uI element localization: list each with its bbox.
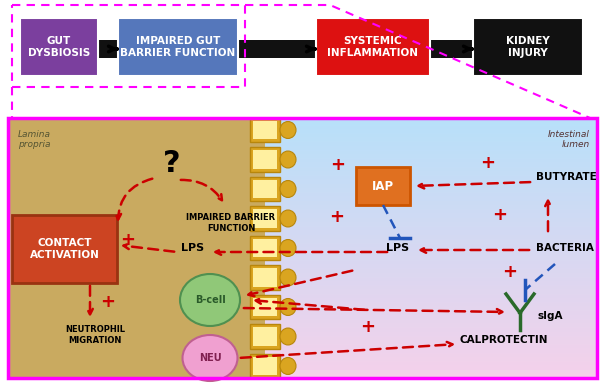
Bar xyxy=(8,118,597,378)
Bar xyxy=(12,215,117,283)
Ellipse shape xyxy=(280,298,296,316)
Bar xyxy=(250,354,280,378)
Bar xyxy=(253,298,277,316)
Text: BUTYRATE: BUTYRATE xyxy=(536,172,597,182)
Bar xyxy=(316,18,430,76)
Ellipse shape xyxy=(280,328,296,345)
Text: CONTACT
ACTIVATION: CONTACT ACTIVATION xyxy=(30,238,99,260)
Text: +: + xyxy=(481,154,496,172)
Text: LPS: LPS xyxy=(387,243,409,253)
Ellipse shape xyxy=(280,121,296,139)
Bar xyxy=(473,18,583,76)
Bar xyxy=(250,177,280,201)
Bar xyxy=(253,210,277,228)
Text: +: + xyxy=(101,293,116,311)
Bar xyxy=(20,18,98,76)
Text: +: + xyxy=(493,206,508,224)
Ellipse shape xyxy=(280,239,296,257)
Ellipse shape xyxy=(180,274,240,326)
Text: IAP: IAP xyxy=(372,180,394,193)
Text: IMPAIRED BARRIER
FUNCTION: IMPAIRED BARRIER FUNCTION xyxy=(186,213,276,233)
Bar xyxy=(238,40,316,58)
Ellipse shape xyxy=(280,210,296,227)
Bar xyxy=(250,206,280,231)
Text: CALPROTECTIN: CALPROTECTIN xyxy=(460,335,549,345)
Bar xyxy=(253,180,277,198)
Text: LPS: LPS xyxy=(182,243,204,253)
Text: Lamina
propria: Lamina propria xyxy=(18,130,51,149)
Text: +: + xyxy=(330,156,346,174)
Text: GUT
DYSBIOSIS: GUT DYSBIOSIS xyxy=(28,36,90,58)
Text: IMPAIRED GUT
BARRIER FUNCTION: IMPAIRED GUT BARRIER FUNCTION xyxy=(121,36,236,58)
Text: NEU: NEU xyxy=(198,353,221,363)
Bar xyxy=(250,236,280,260)
Bar xyxy=(250,118,280,142)
Text: SYSTEMIC
INFLAMMATION: SYSTEMIC INFLAMMATION xyxy=(327,36,418,58)
Bar xyxy=(8,118,265,378)
Text: sIgA: sIgA xyxy=(538,311,563,321)
Bar xyxy=(250,147,280,172)
Text: +: + xyxy=(502,263,517,281)
Text: NEUTROPHIL
MIGRATION: NEUTROPHIL MIGRATION xyxy=(65,325,125,345)
Bar xyxy=(253,268,277,286)
Bar xyxy=(430,40,473,58)
Text: B-cell: B-cell xyxy=(195,295,226,305)
Bar xyxy=(250,324,280,349)
Bar xyxy=(12,5,245,87)
Text: +: + xyxy=(329,208,344,226)
Bar xyxy=(98,40,118,58)
Bar xyxy=(253,327,277,345)
Ellipse shape xyxy=(280,358,296,375)
Text: Intestinal
lumen: Intestinal lumen xyxy=(548,130,590,149)
Ellipse shape xyxy=(280,269,296,286)
Bar xyxy=(253,239,277,257)
Ellipse shape xyxy=(183,335,238,381)
Bar xyxy=(118,18,238,76)
Text: +: + xyxy=(121,231,136,249)
Text: BACTERIA: BACTERIA xyxy=(536,243,594,253)
Text: ?: ? xyxy=(163,149,181,177)
Bar xyxy=(250,265,280,290)
Ellipse shape xyxy=(280,180,296,198)
Bar xyxy=(253,121,277,139)
Bar xyxy=(250,295,280,319)
Text: KIDNEY
INJURY: KIDNEY INJURY xyxy=(506,36,550,58)
Text: +: + xyxy=(361,318,376,336)
Bar xyxy=(356,167,410,205)
Ellipse shape xyxy=(280,151,296,168)
Bar xyxy=(253,151,277,169)
Bar xyxy=(253,357,277,375)
